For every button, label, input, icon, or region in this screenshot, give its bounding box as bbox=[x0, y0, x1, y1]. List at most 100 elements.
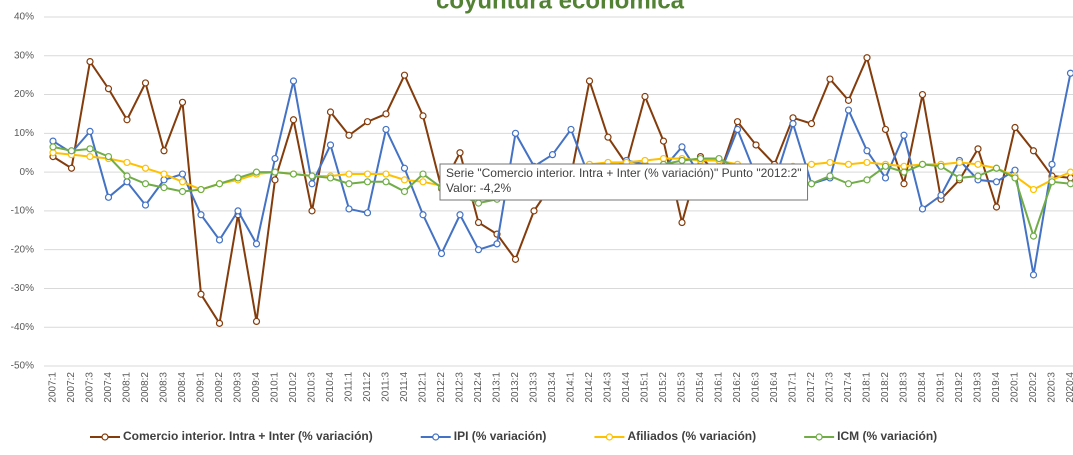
data-point bbox=[271, 168, 279, 176]
data-point bbox=[733, 125, 742, 134]
data-point bbox=[86, 153, 94, 161]
data-point bbox=[160, 184, 168, 192]
data-point bbox=[844, 180, 853, 188]
data-point bbox=[104, 85, 113, 93]
data-point bbox=[160, 176, 168, 184]
data-point bbox=[1066, 168, 1073, 176]
data-point bbox=[252, 317, 261, 326]
data-point bbox=[937, 191, 945, 199]
data-point bbox=[86, 127, 94, 135]
x-tick-label: 2012:2 bbox=[436, 372, 447, 403]
data-point bbox=[234, 207, 242, 215]
data-point bbox=[900, 131, 908, 139]
x-tick-label: 2019:3 bbox=[973, 372, 984, 403]
data-point bbox=[1011, 123, 1019, 132]
data-point bbox=[197, 211, 205, 219]
data-point bbox=[863, 176, 871, 184]
data-point bbox=[345, 131, 353, 139]
data-point bbox=[141, 164, 150, 172]
data-point bbox=[419, 178, 427, 186]
x-tick-label: 2009:1 bbox=[196, 372, 207, 403]
data-point bbox=[974, 160, 982, 168]
data-point bbox=[271, 176, 279, 184]
x-tick-label: 2012:4 bbox=[473, 372, 484, 403]
data-point bbox=[863, 158, 871, 167]
data-point bbox=[678, 156, 686, 165]
x-tick-label: 2020:1 bbox=[1010, 372, 1021, 403]
data-point bbox=[289, 116, 298, 124]
data-point bbox=[456, 211, 464, 219]
data-point bbox=[49, 149, 57, 157]
data-point bbox=[844, 160, 853, 168]
x-tick-label: 2016:4 bbox=[769, 372, 780, 403]
legend-marker bbox=[432, 433, 440, 441]
legend-label: IPI (% variación) bbox=[454, 429, 547, 443]
data-point bbox=[308, 180, 316, 188]
data-point bbox=[826, 172, 834, 180]
data-point bbox=[400, 187, 409, 196]
data-point bbox=[419, 170, 427, 178]
data-point bbox=[1011, 174, 1019, 182]
x-tick-label: 2008:3 bbox=[159, 372, 170, 403]
data-point bbox=[197, 185, 205, 194]
x-tick-label: 2009:3 bbox=[233, 372, 244, 403]
data-point bbox=[123, 116, 131, 124]
x-tick-label: 2020:2 bbox=[1028, 372, 1039, 403]
x-tick-label: 2014:1 bbox=[566, 372, 577, 403]
x-tick-label: 2010:4 bbox=[325, 372, 336, 403]
legend-label: Afiliados (% variación) bbox=[627, 429, 756, 443]
data-point bbox=[474, 246, 483, 254]
legend-label: ICM (% variación) bbox=[837, 429, 937, 443]
data-point bbox=[918, 90, 927, 99]
x-tick-label: 2013:1 bbox=[492, 372, 503, 403]
data-point bbox=[789, 120, 797, 128]
data-point bbox=[252, 168, 261, 176]
data-point bbox=[511, 255, 520, 263]
y-tick-label: 40% bbox=[14, 12, 34, 23]
x-tick-label: 2017:3 bbox=[825, 372, 836, 403]
data-point bbox=[752, 141, 760, 149]
data-point bbox=[456, 149, 464, 157]
data-point bbox=[807, 180, 816, 188]
data-point bbox=[678, 143, 686, 151]
x-tick-label: 2008:2 bbox=[140, 372, 151, 403]
y-tick-label: 0% bbox=[20, 167, 35, 178]
x-tick-label: 2019:1 bbox=[936, 372, 947, 403]
x-tick-label: 2016:1 bbox=[714, 372, 725, 403]
x-tick-label: 2014:2 bbox=[584, 372, 595, 403]
data-point bbox=[104, 153, 113, 161]
data-point bbox=[197, 290, 205, 298]
data-point bbox=[1029, 185, 1038, 194]
data-point bbox=[918, 205, 927, 213]
y-tick-label: 10% bbox=[14, 128, 34, 139]
data-point bbox=[86, 57, 94, 66]
data-point bbox=[215, 319, 224, 327]
data-point bbox=[49, 137, 57, 145]
data-point bbox=[844, 96, 853, 104]
tooltip-text: Serie "Comercio interior. Intra + Inter … bbox=[446, 166, 802, 180]
x-tick-label: 2015:4 bbox=[695, 372, 706, 403]
data-point bbox=[178, 187, 187, 196]
data-point bbox=[308, 207, 316, 215]
data-point bbox=[474, 199, 483, 207]
data-point bbox=[955, 158, 964, 167]
data-point bbox=[1066, 174, 1073, 182]
data-point bbox=[141, 201, 150, 209]
x-tick-label: 2014:4 bbox=[621, 372, 632, 403]
data-point bbox=[141, 180, 150, 188]
x-tick-label: 2019:4 bbox=[991, 372, 1002, 403]
data-point bbox=[955, 174, 964, 182]
data-point bbox=[271, 154, 279, 163]
data-point bbox=[160, 147, 168, 155]
y-tick-label: -50% bbox=[11, 361, 34, 372]
data-point bbox=[326, 141, 335, 149]
x-tick-label: 2007:1 bbox=[48, 372, 59, 403]
legend-marker bbox=[101, 433, 109, 441]
chart-title: coyuntura económica bbox=[436, 0, 685, 14]
data-point bbox=[234, 174, 242, 182]
x-tick-label: 2013:3 bbox=[529, 372, 540, 403]
data-point bbox=[67, 164, 76, 172]
x-tick-label: 2011:4 bbox=[399, 372, 410, 402]
data-point bbox=[881, 125, 890, 134]
x-tick-label: 2015:2 bbox=[658, 372, 669, 403]
